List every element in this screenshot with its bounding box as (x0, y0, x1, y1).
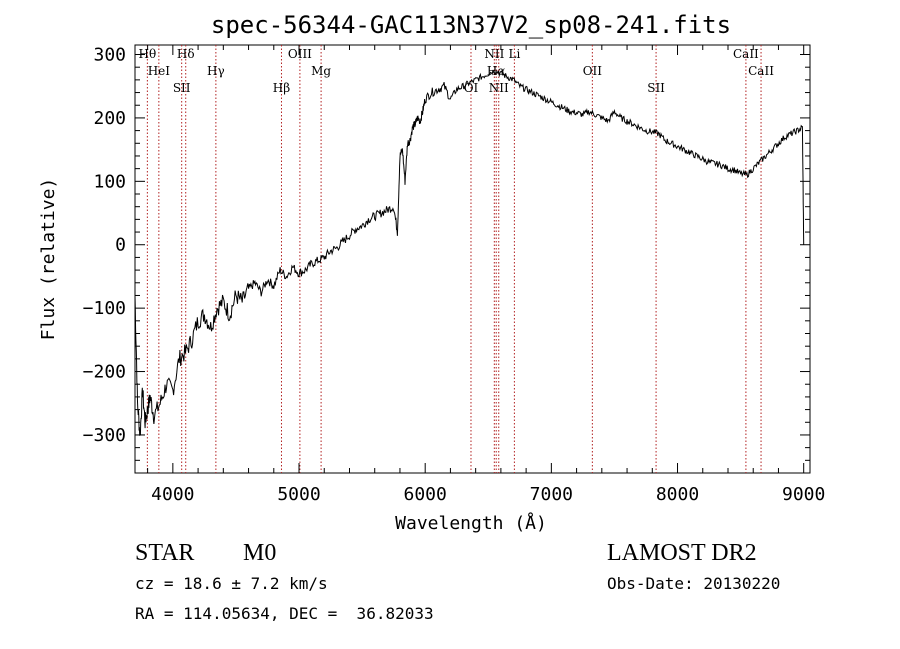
x-tick-label: 9000 (782, 484, 825, 505)
line-marker-label: OII (583, 64, 603, 78)
line-marker-label: NII (484, 47, 504, 61)
x-tick-label: 8000 (656, 484, 699, 505)
x-tick-label: 4000 (151, 484, 194, 505)
line-marker-label: HeI (148, 64, 171, 78)
y-tick-label: 0 (115, 235, 126, 256)
line-marker-label: Hδ (177, 47, 195, 61)
chart-title: spec-56344-GAC113N37V2_sp08-241.fits (211, 11, 731, 39)
y-axis: −300 −200 −100 0 100 200 300 (83, 45, 810, 461)
y-tick-label: 200 (93, 108, 126, 129)
survey-name: LAMOST DR2 (607, 540, 757, 566)
x-axis-label: Wavelength (Å) (395, 512, 547, 534)
line-marker-label: SII (173, 81, 191, 95)
plot-frame (134, 44, 811, 474)
line-marker-label: Mg (311, 64, 331, 78)
line-marker-label: OIII (288, 47, 312, 61)
y-tick-label: −200 (83, 362, 126, 383)
x-axis: 4000 5000 6000 7000 8000 9000 (147, 45, 825, 505)
spectral-line-markers: HθHeISIIHδHγHβOIIIMgOINIIHαNIILiOIISIICa… (139, 45, 774, 473)
y-tick-label: 300 (93, 45, 126, 66)
line-marker-label: Li (508, 47, 520, 61)
obs-date-text: Obs-Date: 20130220 (607, 574, 781, 593)
y-tick-label: −300 (83, 425, 126, 446)
line-marker-label: OI (464, 81, 479, 95)
object-subclass: M0 (243, 540, 277, 566)
line-marker-label: NII (489, 81, 509, 95)
line-marker-label: Hθ (139, 47, 157, 61)
line-marker-label: SII (647, 81, 665, 95)
x-tick-label: 5000 (277, 484, 320, 505)
x-tick-label: 7000 (530, 484, 573, 505)
y-tick-label: 100 (93, 171, 126, 192)
line-marker-label: CaII (748, 64, 774, 78)
object-type: STAR (135, 540, 195, 566)
y-axis-label: Flux (relative) (38, 178, 59, 341)
redshift-text: cz = 18.6 ± 7.2 km/s (135, 574, 328, 593)
x-tick-label: 6000 (404, 484, 447, 505)
line-marker-label: CaII (733, 47, 759, 61)
coords-text: RA = 114.05634, DEC = 36.82033 (135, 604, 434, 623)
spectrum-curve-layer (134, 69, 805, 436)
line-marker-label: Hβ (273, 81, 290, 95)
spectrum-line (134, 69, 805, 436)
line-marker-label: Hγ (207, 64, 225, 78)
line-marker-label: Hα (487, 64, 506, 78)
y-tick-label: −100 (83, 298, 126, 319)
